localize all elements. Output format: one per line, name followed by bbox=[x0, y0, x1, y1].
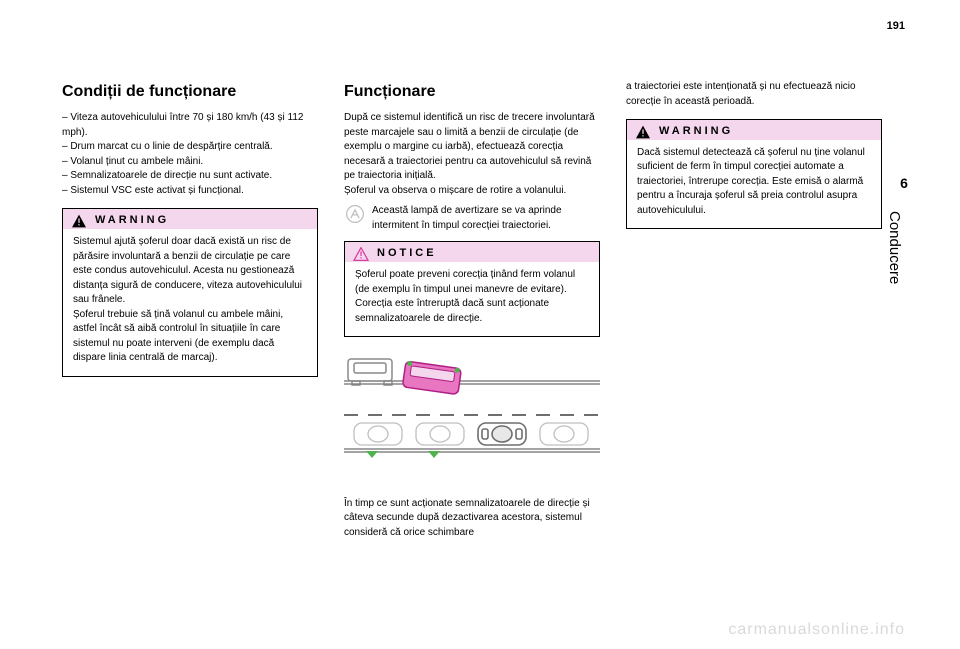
side-tab: 6 Conducere bbox=[886, 175, 922, 284]
chapter-number: 6 bbox=[886, 175, 922, 191]
col2-caption: În timp ce sunt acționate semnalizatoare… bbox=[344, 497, 600, 541]
column-2: Funcționare După ce sistemul identifică … bbox=[344, 80, 600, 540]
column-3: a traiectoriei este intenționată și nu e… bbox=[626, 80, 882, 540]
warning-label: WARNING bbox=[95, 213, 169, 229]
lamp-text: Această lampă de avertizare se va aprind… bbox=[372, 204, 600, 233]
lane-change-diagram bbox=[344, 351, 600, 481]
notice-triangle-icon bbox=[353, 247, 369, 261]
lamp-icon bbox=[344, 204, 366, 233]
lamp-row: Această lampă de avertizare se va aprind… bbox=[344, 204, 600, 233]
warning-body-2: Dacă sistemul detectează că șoferul nu ț… bbox=[627, 140, 881, 229]
warning-triangle-icon bbox=[71, 214, 87, 228]
col2-intro: După ce sistemul identifică un risc de t… bbox=[344, 111, 600, 198]
bullet-item: – Sistemul VSC este activat și funcționa… bbox=[62, 184, 318, 199]
bullet-item: – Viteza autovehiculului între 70 și 180… bbox=[62, 111, 318, 140]
chapter-label: Conducere bbox=[886, 211, 903, 284]
warning-header: WARNING bbox=[63, 209, 317, 229]
notice-box: NOTICE Șoferul poate preveni corecția ți… bbox=[344, 241, 600, 337]
notice-label: NOTICE bbox=[377, 246, 437, 262]
warning-triangle-icon bbox=[635, 125, 651, 139]
page-number: 191 bbox=[887, 20, 905, 32]
bullet-item: – Volanul ținut cu ambele mâini. bbox=[62, 155, 318, 170]
col2-heading: Funcționare bbox=[344, 80, 600, 103]
col3-continuation: a traiectoriei este intenționată și nu e… bbox=[626, 80, 882, 109]
warning-body: Sistemul ajută șoferul doar dacă există … bbox=[63, 229, 317, 376]
bullet-item: – Semnalizatoarele de direcție nu sunt a… bbox=[62, 169, 318, 184]
warning-box-2: WARNING Dacă sistemul detectează că șofe… bbox=[626, 119, 882, 229]
content-columns: Condiții de funcționare – Viteza autoveh… bbox=[62, 80, 910, 540]
notice-body: Șoferul poate preveni corecția ținând fe… bbox=[345, 262, 599, 336]
bullet-item: – Drum marcat cu o linie de despărțire c… bbox=[62, 140, 318, 155]
warning-header-2: WARNING bbox=[627, 120, 881, 140]
warning-box: WARNING Sistemul ajută șoferul doar dacă… bbox=[62, 208, 318, 376]
col1-bullets: – Viteza autovehiculului între 70 și 180… bbox=[62, 111, 318, 198]
warning-label-2: WARNING bbox=[659, 124, 733, 140]
notice-header: NOTICE bbox=[345, 242, 599, 262]
watermark: carmanualsonline.info bbox=[728, 621, 905, 639]
col1-heading: Condiții de funcționare bbox=[62, 80, 318, 103]
column-1: Condiții de funcționare – Viteza autoveh… bbox=[62, 80, 318, 540]
